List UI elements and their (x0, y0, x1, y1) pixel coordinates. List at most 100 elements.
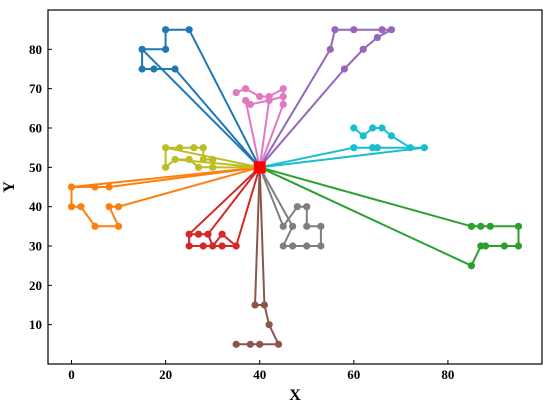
point-marker-6 (279, 100, 287, 108)
point-marker-5 (251, 301, 259, 309)
point-marker-4 (331, 26, 339, 34)
x-tick-label: 20 (159, 367, 172, 382)
point-marker-0 (185, 26, 193, 34)
point-marker-4 (326, 45, 334, 53)
point-marker-5 (260, 301, 269, 309)
y-tick-label: 40 (29, 199, 42, 214)
point-marker-8 (194, 163, 203, 171)
point-marker-9 (378, 124, 386, 132)
point-marker-4 (359, 45, 367, 53)
route-line-3 (188, 233, 238, 247)
point-marker-3 (204, 230, 212, 238)
point-marker-2 (514, 222, 523, 230)
point-marker-2 (500, 242, 508, 250)
point-marker-8 (199, 155, 207, 164)
spoke-line-0 (188, 29, 261, 168)
spoke-line-1 (118, 166, 260, 208)
point-marker-9 (350, 144, 358, 152)
point-marker-0 (138, 45, 146, 53)
y-tick-label: 70 (29, 81, 42, 96)
spoke-line-0 (174, 68, 261, 168)
point-marker-8 (209, 155, 217, 164)
point-marker-4 (387, 26, 396, 34)
point-marker-7 (279, 242, 287, 250)
points-layer (67, 26, 523, 348)
point-marker-9 (387, 132, 396, 140)
point-marker-4 (350, 26, 358, 34)
y-tick-label: 60 (29, 121, 42, 136)
route-line-7 (282, 205, 322, 247)
spoke-line-2 (259, 166, 472, 267)
spoke-line-4 (258, 68, 346, 168)
point-marker-9 (369, 124, 377, 132)
spoke-line-5 (258, 167, 266, 306)
ticks-layer: 0 20 40 60 80 10 20 30 40 50 60 70 80 (29, 42, 454, 382)
point-marker-0 (171, 65, 179, 73)
point-marker-1 (91, 222, 99, 230)
plot-frame (47, 9, 543, 365)
point-marker-5 (232, 340, 240, 348)
point-marker-4 (340, 65, 348, 73)
point-marker-2 (467, 262, 476, 270)
spoke-line-3 (188, 166, 261, 235)
point-marker-2 (486, 222, 494, 230)
x-tick-label: 40 (253, 367, 266, 382)
spoke-line-6 (244, 100, 261, 168)
spoke-line-7 (258, 166, 285, 227)
point-marker-5 (274, 340, 283, 348)
point-marker-3 (218, 242, 226, 250)
point-marker-6 (279, 92, 287, 101)
point-marker-6 (232, 89, 240, 97)
point-marker-1 (105, 203, 113, 211)
point-marker-7 (293, 203, 301, 211)
point-marker-0 (138, 65, 146, 73)
spoke-line-1 (109, 166, 260, 188)
point-marker-6 (242, 96, 250, 105)
point-marker-7 (279, 222, 287, 230)
point-marker-2 (467, 222, 476, 230)
point-marker-3 (232, 242, 240, 250)
point-marker-6 (265, 96, 273, 105)
point-marker-0 (150, 65, 158, 73)
point-marker-2 (477, 222, 485, 230)
point-marker-9 (369, 144, 377, 152)
point-marker-8 (171, 155, 179, 164)
y-axis-label: Y (1, 181, 18, 193)
point-marker-7 (289, 242, 297, 250)
spoke-line-7 (258, 166, 294, 227)
x-tick-label: 80 (441, 367, 454, 382)
point-marker-6 (256, 92, 264, 101)
spoke-line-9 (259, 146, 425, 169)
point-marker-7 (317, 242, 325, 250)
spoke-line-5 (254, 167, 261, 306)
point-marker-3 (199, 242, 207, 250)
point-marker-2 (477, 242, 485, 250)
point-marker-7 (303, 222, 311, 230)
spoke-line-9 (259, 146, 355, 169)
point-marker-5 (265, 321, 273, 329)
y-tick-label: 30 (29, 239, 42, 254)
point-marker-5 (256, 340, 264, 348)
point-marker-9 (359, 132, 367, 140)
point-marker-5 (246, 340, 254, 348)
x-tick-label: 60 (347, 367, 360, 382)
spoke-line-6 (258, 104, 285, 168)
point-marker-8 (162, 144, 170, 152)
point-marker-1 (67, 183, 76, 191)
y-tick-label: 50 (29, 160, 42, 175)
point-marker-3 (218, 230, 226, 238)
spokes-layer (71, 29, 472, 306)
point-marker-6 (242, 85, 250, 93)
spoke-line-2 (259, 166, 472, 228)
point-marker-1 (114, 222, 123, 230)
point-marker-3 (209, 242, 217, 250)
point-marker-7 (303, 242, 311, 250)
point-marker-8 (199, 144, 207, 152)
point-marker-7 (289, 222, 297, 230)
point-marker-1 (77, 203, 85, 211)
point-marker-8 (176, 144, 184, 152)
point-marker-7 (303, 203, 311, 211)
point-marker-8 (190, 144, 198, 152)
